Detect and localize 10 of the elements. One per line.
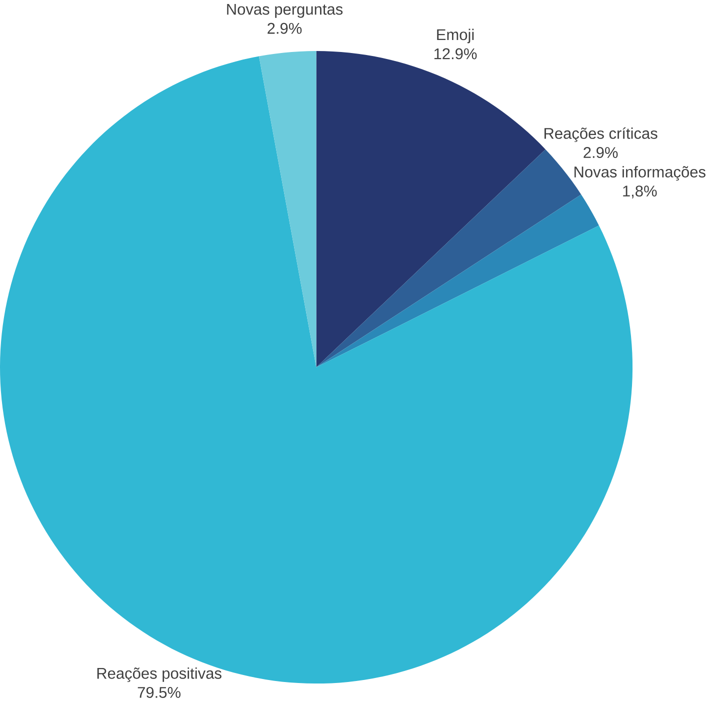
slice-label: Novas perguntas xyxy=(227,4,343,18)
slice-label: Reações positivas xyxy=(97,667,222,682)
data-label: 12.9% xyxy=(434,48,477,60)
data-label: 1,8% xyxy=(623,186,657,198)
slice-label: Emoji xyxy=(437,28,474,44)
data-label: 2.9% xyxy=(268,22,302,34)
slice-label: Reações críticas xyxy=(544,127,658,142)
data-label: 79.5% xyxy=(138,687,180,698)
slice-label: Novas informações xyxy=(574,166,706,181)
data-label: 2.9% xyxy=(584,147,618,158)
